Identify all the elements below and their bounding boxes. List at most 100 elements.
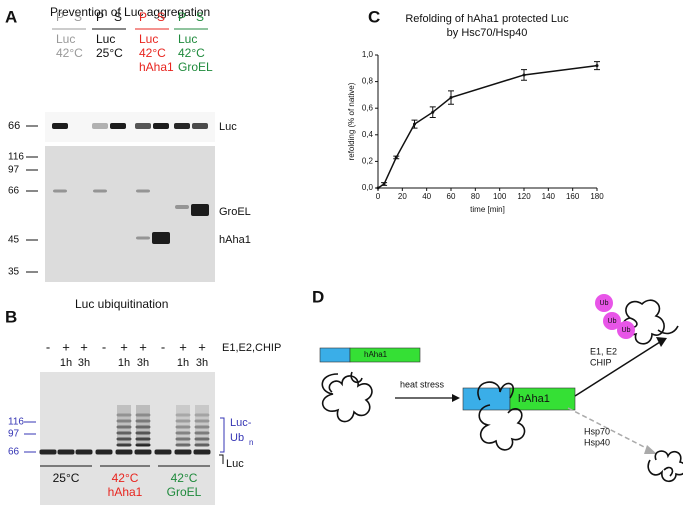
- x-tick-label: 140: [542, 192, 556, 201]
- gel-band: [116, 443, 132, 447]
- gel-band: [116, 431, 132, 435]
- marker-label: 97: [8, 429, 20, 440]
- ubiquitin: [595, 294, 613, 312]
- treatment-sign: +: [179, 339, 187, 354]
- panel-title: Luc ubiquitination: [75, 297, 168, 311]
- data-point: [595, 64, 599, 68]
- lane-fraction: S: [196, 10, 204, 24]
- panel-title: Prevention of Luc aggregation: [50, 5, 210, 19]
- lane-sample: hAha1: [139, 60, 174, 74]
- group-label: 42°C: [112, 471, 139, 485]
- ub-label: Luc-: [230, 417, 252, 429]
- gel-band: [175, 419, 191, 423]
- gel-band: [194, 413, 210, 417]
- arrow-label: Hsp40: [584, 437, 610, 447]
- gel-band: [93, 189, 107, 193]
- treatment-sign: +: [120, 339, 128, 354]
- marker-label: 45: [8, 235, 20, 246]
- gel-band: [136, 189, 150, 193]
- x-tick-label: 100: [493, 192, 507, 201]
- treatment-sign: -: [102, 339, 106, 354]
- protein-label: hAha1: [518, 393, 550, 405]
- lane-sample: Luc: [56, 32, 75, 46]
- group-label: 42°C: [171, 471, 198, 485]
- ubiquitin-group: Ub Ub Ub: [595, 294, 635, 339]
- gel-band: [75, 449, 93, 455]
- x-tick-label: 120: [517, 192, 531, 201]
- gel-smear: [117, 405, 131, 445]
- protein-coil: [647, 450, 683, 483]
- y-tick-label: 0,0: [362, 183, 374, 192]
- band-label: GroEL: [219, 206, 251, 218]
- domain: [319, 347, 351, 363]
- gel-band: [194, 443, 210, 447]
- gel-band: [193, 449, 211, 455]
- gel-band: [52, 123, 68, 129]
- y-tick-label: 0,2: [362, 157, 374, 166]
- data-point: [382, 182, 386, 186]
- gel-band: [135, 123, 151, 129]
- gel-band: [135, 419, 151, 423]
- gel-band: [152, 232, 170, 244]
- band-label: Luc: [219, 121, 237, 133]
- treatment-sign: -: [46, 339, 50, 354]
- gel-band: [135, 425, 151, 429]
- data-point: [431, 110, 435, 114]
- marker-label: 66: [8, 120, 20, 132]
- group-label: hAha1: [108, 485, 143, 499]
- arrow-label: Hsp70: [584, 426, 610, 436]
- bracket: [219, 454, 224, 464]
- x-tick-label: 180: [590, 192, 604, 201]
- x-tick-label: 80: [471, 192, 480, 201]
- band-label: hAha1: [219, 234, 251, 246]
- gel-band: [175, 431, 191, 435]
- arrow-label: E1, E2: [590, 346, 617, 356]
- time-label: 1h: [177, 357, 189, 369]
- data-point: [376, 186, 380, 190]
- treatment-sign: +: [62, 339, 70, 354]
- gel-band: [194, 425, 210, 429]
- ubiquitin: [617, 321, 635, 339]
- arrow: [574, 341, 661, 397]
- luc-label: Luc: [226, 458, 244, 470]
- arrow-head: [656, 337, 667, 347]
- ubiquitin-label: Ub: [608, 318, 617, 325]
- gel-band: [116, 419, 132, 423]
- x-tick-label: 0: [376, 192, 381, 201]
- treatment-sign: +: [139, 339, 147, 354]
- time-label: 1h: [118, 357, 130, 369]
- lane-sample: GroEL: [178, 60, 213, 74]
- panel-letter: D: [312, 287, 324, 306]
- y-tick-label: 0,4: [362, 130, 374, 139]
- protein-coil: [622, 299, 679, 345]
- group-label: 25°C: [53, 471, 80, 485]
- gel-band: [174, 449, 192, 455]
- chart-title: Refolding of hAha1 protected Luc: [405, 13, 569, 25]
- ubiquitin-label: Ub: [600, 300, 609, 307]
- group-label: GroEL: [167, 485, 202, 499]
- marker-label: 116: [8, 417, 24, 428]
- x-axis-label: time [min]: [470, 205, 505, 214]
- data-point: [522, 73, 526, 77]
- x-tick-label: 160: [566, 192, 580, 201]
- gel-band: [175, 413, 191, 417]
- lane-fraction: S: [74, 10, 82, 24]
- gel-band: [115, 449, 133, 455]
- gel-band: [57, 449, 75, 455]
- data-point: [413, 122, 416, 126]
- gel-band: [135, 443, 151, 447]
- gel-band: [135, 413, 151, 417]
- lane-fraction: P: [178, 10, 186, 24]
- gel-band: [194, 431, 210, 435]
- time-label: 1h: [60, 357, 72, 369]
- gel-band: [110, 123, 126, 129]
- gel-band: [53, 189, 67, 193]
- bracket: [220, 417, 225, 453]
- gel-band: [153, 123, 169, 129]
- lane-fraction: S: [157, 10, 165, 24]
- protein-coil: [477, 381, 526, 451]
- lane-fraction: P: [139, 10, 147, 24]
- time-label: 3h: [78, 357, 90, 369]
- lane-sample: 42°C: [139, 46, 166, 60]
